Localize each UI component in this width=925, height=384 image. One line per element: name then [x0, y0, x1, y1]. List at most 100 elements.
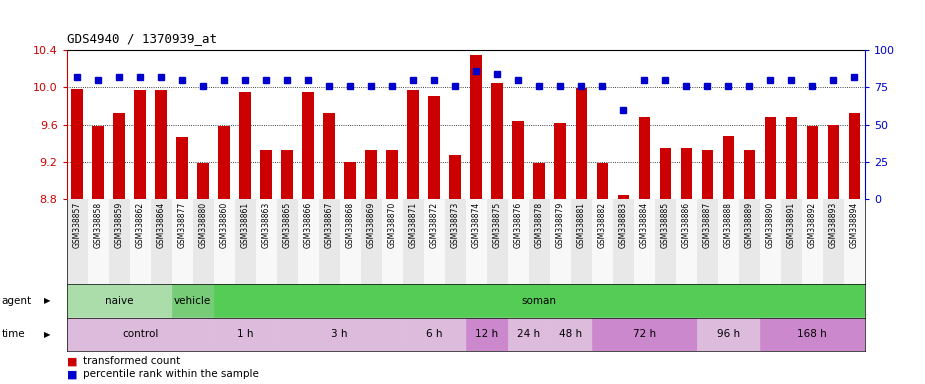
Bar [172, 285, 214, 317]
Text: GSM338864: GSM338864 [156, 202, 166, 248]
Text: GDS4940 / 1370939_at: GDS4940 / 1370939_at [67, 32, 216, 45]
Bar [744, 150, 755, 199]
Bar [424, 199, 445, 284]
Bar [491, 83, 503, 199]
Bar [302, 92, 314, 199]
Bar [739, 199, 759, 284]
Bar [765, 117, 776, 199]
Bar [465, 199, 487, 284]
Bar [848, 113, 860, 199]
Text: 168 h: 168 h [797, 329, 827, 339]
Bar [108, 199, 130, 284]
Text: 1 h: 1 h [237, 329, 253, 339]
Bar [277, 199, 298, 284]
Bar [823, 199, 844, 284]
Text: ■: ■ [67, 356, 80, 366]
Bar [575, 88, 587, 199]
Bar [344, 162, 356, 199]
Text: GSM338888: GSM338888 [724, 202, 733, 248]
Bar [844, 199, 865, 284]
Text: percentile rank within the sample: percentile rank within the sample [83, 369, 259, 379]
Text: GSM338870: GSM338870 [388, 202, 397, 248]
Text: GSM338880: GSM338880 [199, 202, 207, 248]
Text: GSM338877: GSM338877 [178, 202, 187, 248]
Text: GSM338881: GSM338881 [577, 202, 586, 248]
Bar [298, 199, 319, 284]
Bar [759, 318, 865, 351]
Bar [571, 199, 592, 284]
Text: 96 h: 96 h [717, 329, 740, 339]
Bar [450, 156, 461, 199]
Bar [407, 90, 419, 199]
Bar [235, 199, 255, 284]
Text: GSM338867: GSM338867 [325, 202, 334, 248]
Bar [802, 199, 823, 284]
Bar [71, 89, 83, 199]
Bar [781, 199, 802, 284]
Bar [382, 199, 402, 284]
Bar [339, 199, 361, 284]
Bar [402, 318, 465, 351]
Bar [465, 318, 508, 351]
Text: GSM338859: GSM338859 [115, 202, 124, 248]
Bar [592, 199, 612, 284]
Bar [67, 199, 88, 284]
Text: GSM338872: GSM338872 [430, 202, 438, 248]
Text: 6 h: 6 h [426, 329, 442, 339]
Text: GSM338863: GSM338863 [262, 202, 271, 248]
Bar [214, 285, 865, 317]
Text: GSM338882: GSM338882 [598, 202, 607, 248]
Bar [660, 148, 671, 199]
Bar [155, 90, 166, 199]
Bar [67, 318, 214, 351]
Bar [597, 163, 608, 199]
Text: GSM338875: GSM338875 [493, 202, 501, 248]
Text: 24 h: 24 h [517, 329, 540, 339]
Text: transformed count: transformed count [83, 356, 180, 366]
Text: GSM338885: GSM338885 [660, 202, 670, 248]
Text: GSM338874: GSM338874 [472, 202, 481, 248]
Text: naive: naive [105, 296, 133, 306]
Bar [549, 199, 571, 284]
Bar [261, 150, 272, 199]
Bar [361, 199, 382, 284]
Bar [172, 199, 192, 284]
Text: ▶: ▶ [44, 330, 51, 339]
Bar [277, 318, 402, 351]
Bar [697, 199, 718, 284]
Bar [402, 199, 424, 284]
Text: GSM338894: GSM338894 [850, 202, 859, 248]
Text: GSM338858: GSM338858 [93, 202, 103, 248]
Text: GSM338865: GSM338865 [283, 202, 291, 248]
Bar [655, 199, 676, 284]
Text: control: control [122, 329, 158, 339]
Bar [681, 148, 692, 199]
Text: GSM338892: GSM338892 [808, 202, 817, 248]
Bar [638, 117, 650, 199]
Bar [365, 150, 377, 199]
Text: GSM338890: GSM338890 [766, 202, 775, 248]
Text: 48 h: 48 h [560, 329, 583, 339]
Bar [428, 96, 440, 199]
Bar [134, 90, 146, 199]
Bar [722, 136, 734, 199]
Bar [529, 199, 549, 284]
Text: agent: agent [2, 296, 32, 306]
Bar [92, 126, 104, 199]
Bar [612, 199, 634, 284]
Text: ▶: ▶ [44, 296, 51, 305]
Bar [508, 199, 529, 284]
Bar [324, 113, 335, 199]
Bar [549, 318, 592, 351]
Text: GSM338887: GSM338887 [703, 202, 712, 248]
Bar [828, 125, 839, 199]
Bar [718, 199, 739, 284]
Text: GSM338873: GSM338873 [450, 202, 460, 248]
Bar [255, 199, 277, 284]
Text: GSM338868: GSM338868 [346, 202, 354, 248]
Text: 3 h: 3 h [331, 329, 348, 339]
Text: GSM338860: GSM338860 [219, 202, 228, 248]
Bar [785, 117, 797, 199]
Bar [88, 199, 108, 284]
Bar [508, 318, 549, 351]
